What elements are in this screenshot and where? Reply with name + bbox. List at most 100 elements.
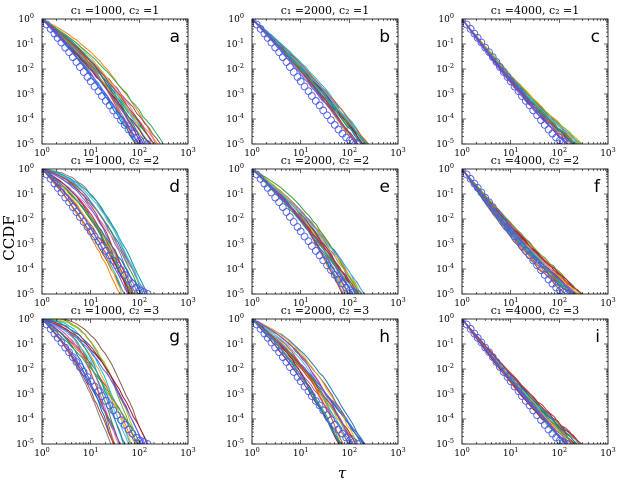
circle-series xyxy=(252,169,362,294)
y-tick-label: 10-1 xyxy=(436,187,454,200)
data-point xyxy=(275,348,283,357)
series-line xyxy=(462,169,576,294)
series-line xyxy=(42,319,144,444)
data-point xyxy=(300,232,309,241)
y-tick-label: 100 xyxy=(228,162,244,175)
x-tick-label: 100 xyxy=(34,146,50,159)
data-point xyxy=(57,338,66,347)
data-point xyxy=(353,140,362,144)
data-point xyxy=(124,275,133,284)
series-line xyxy=(462,319,580,444)
data-point xyxy=(510,382,519,391)
series-line xyxy=(252,319,342,444)
series-line xyxy=(42,169,132,294)
plot-frame xyxy=(461,168,609,295)
data-point xyxy=(76,63,84,71)
series-lines xyxy=(42,19,164,144)
y-tick-label: 10-3 xyxy=(436,387,454,400)
series-line xyxy=(462,319,568,444)
series-line xyxy=(42,319,149,444)
x-tick-label: 103 xyxy=(180,446,196,459)
data-point xyxy=(499,368,508,376)
y-tick-label: 100 xyxy=(438,162,454,175)
data-point xyxy=(263,334,272,342)
series-line xyxy=(462,19,583,144)
y-tick-label: 10-5 xyxy=(436,137,454,150)
panel-i: c₁ =4000, c₂ =3 100 101 102 103 10-5 10-4 10-3 1… xyxy=(436,304,616,459)
data-point xyxy=(271,193,280,202)
series-line xyxy=(42,169,134,294)
data-point xyxy=(296,377,305,386)
series-line xyxy=(42,19,159,144)
data-point xyxy=(529,256,538,265)
series-line xyxy=(462,169,582,294)
x-tick-label: 103 xyxy=(390,146,406,159)
y-tick-label: 10-3 xyxy=(16,387,34,400)
data-point xyxy=(278,203,287,211)
data-point xyxy=(86,77,95,86)
series-line xyxy=(42,169,132,294)
x-tick-label: 103 xyxy=(600,446,616,459)
data-point xyxy=(120,421,129,429)
data-point xyxy=(65,48,73,57)
data-point xyxy=(278,353,287,361)
data-point xyxy=(105,401,114,410)
data-point xyxy=(79,68,88,76)
y-tick-label: 10-5 xyxy=(16,137,34,150)
y-tick-label: 10-1 xyxy=(16,37,34,50)
data-point xyxy=(61,343,70,352)
data-point xyxy=(485,198,493,207)
series-line xyxy=(42,319,129,444)
series-lines xyxy=(252,19,369,144)
series-line xyxy=(252,319,357,444)
data-point xyxy=(537,116,545,124)
series-line xyxy=(42,319,119,444)
y-tick-label: 10-4 xyxy=(436,262,454,275)
y-tick-label: 10-5 xyxy=(226,437,244,450)
y-tick-label: 10-5 xyxy=(436,287,454,300)
panel-label: h xyxy=(379,327,390,347)
data-point xyxy=(540,271,549,279)
data-point xyxy=(323,111,331,120)
data-point xyxy=(521,97,530,105)
series-line xyxy=(252,319,342,444)
data-point xyxy=(533,261,541,270)
data-point xyxy=(113,111,121,120)
plot-frame xyxy=(461,318,609,445)
series-line xyxy=(42,319,145,444)
data-point xyxy=(518,392,526,400)
data-point xyxy=(506,227,515,236)
x-tick-label: 100 xyxy=(454,146,470,159)
data-point xyxy=(533,111,541,120)
series-line xyxy=(462,19,580,144)
x-tick-label: 100 xyxy=(244,446,260,459)
data-point xyxy=(256,325,265,333)
series-line xyxy=(42,169,148,294)
y-tick-label: 10-4 xyxy=(16,262,34,275)
series-line xyxy=(462,319,580,444)
data-point xyxy=(563,440,572,444)
data-point xyxy=(327,116,335,124)
data-point xyxy=(488,353,497,361)
plot-frame xyxy=(251,168,399,295)
series-line xyxy=(252,19,357,144)
data-point xyxy=(525,251,534,260)
series-line xyxy=(252,319,352,444)
y-tick-label: 100 xyxy=(228,312,244,325)
series-line xyxy=(462,169,566,294)
y-tick-label: 10-4 xyxy=(436,112,454,125)
data-point xyxy=(143,440,152,444)
x-tick-label: 100 xyxy=(244,146,260,159)
data-point xyxy=(308,92,316,100)
y-tick-label: 10-4 xyxy=(226,412,244,425)
data-point xyxy=(300,82,309,91)
data-point xyxy=(101,397,110,405)
data-point xyxy=(286,63,294,71)
data-point xyxy=(275,48,283,57)
data-point xyxy=(278,53,287,61)
data-point xyxy=(267,338,276,347)
data-point xyxy=(525,101,534,110)
y-tick-label: 10-2 xyxy=(226,62,244,75)
